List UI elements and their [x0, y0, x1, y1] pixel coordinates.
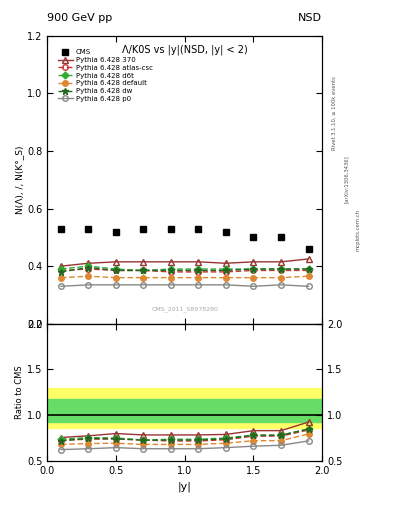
Bar: [47, 388, 322, 428]
Pythia 6.428 default: [169, 274, 173, 281]
Text: 900 GeV pp: 900 GeV pp: [47, 13, 112, 23]
Pythia 6.428 d6t: [169, 266, 173, 272]
Pythia 6.428 default: [86, 273, 91, 279]
Text: CMS_2011_S8978280: CMS_2011_S8978280: [151, 307, 218, 312]
Pythia 6.428 p0: [279, 282, 283, 288]
Text: NSD: NSD: [298, 13, 322, 23]
Pythia 6.428 atlas-csc: [86, 266, 91, 272]
Pythia 6.428 dw: [306, 266, 311, 272]
Pythia 6.428 370: [86, 260, 91, 266]
Pythia 6.428 d6t: [59, 266, 63, 272]
Pythia 6.428 d6t: [224, 266, 228, 272]
Line: Pythia 6.428 dw: Pythia 6.428 dw: [57, 264, 312, 275]
CMS: [59, 226, 63, 232]
Pythia 6.428 atlas-csc: [196, 269, 201, 275]
Line: Pythia 6.428 370: Pythia 6.428 370: [58, 256, 311, 269]
Pythia 6.428 d6t: [196, 266, 201, 272]
CMS: [86, 226, 91, 232]
Pythia 6.428 dw: [114, 267, 118, 273]
CMS: [251, 234, 256, 241]
CMS: [196, 226, 201, 232]
Pythia 6.428 default: [224, 274, 228, 281]
Pythia 6.428 p0: [114, 282, 118, 288]
Pythia 6.428 370: [196, 259, 201, 265]
CMS: [306, 246, 311, 252]
Text: mcplots.cern.ch: mcplots.cern.ch: [356, 209, 361, 251]
Pythia 6.428 atlas-csc: [251, 267, 256, 273]
Line: Pythia 6.428 d6t: Pythia 6.428 d6t: [59, 264, 311, 273]
Pythia 6.428 d6t: [86, 263, 91, 269]
Legend: CMS, Pythia 6.428 370, Pythia 6.428 atlas-csc, Pythia 6.428 d6t, Pythia 6.428 de: CMS, Pythia 6.428 370, Pythia 6.428 atla…: [56, 48, 154, 103]
Pythia 6.428 d6t: [279, 266, 283, 272]
Y-axis label: Ratio to CMS: Ratio to CMS: [15, 366, 24, 419]
CMS: [169, 226, 173, 232]
Pythia 6.428 atlas-csc: [224, 269, 228, 275]
Pythia 6.428 p0: [224, 282, 228, 288]
Pythia 6.428 default: [141, 274, 146, 281]
Bar: [47, 399, 322, 422]
X-axis label: |y|: |y|: [178, 481, 192, 492]
Pythia 6.428 d6t: [141, 267, 146, 273]
Pythia 6.428 dw: [251, 266, 256, 272]
Pythia 6.428 dw: [279, 266, 283, 272]
Pythia 6.428 default: [279, 274, 283, 281]
Pythia 6.428 p0: [306, 283, 311, 289]
Pythia 6.428 atlas-csc: [141, 267, 146, 273]
Pythia 6.428 p0: [86, 282, 91, 288]
Pythia 6.428 370: [169, 259, 173, 265]
Pythia 6.428 dw: [59, 269, 63, 275]
Y-axis label: N(Λ), /, N(K°_S): N(Λ), /, N(K°_S): [15, 145, 24, 214]
Pythia 6.428 d6t: [306, 266, 311, 272]
Pythia 6.428 default: [59, 274, 63, 281]
CMS: [114, 228, 118, 234]
Pythia 6.428 default: [114, 274, 118, 281]
Text: Λ/K0S vs |y|(NSD, |y| < 2): Λ/K0S vs |y|(NSD, |y| < 2): [122, 45, 248, 55]
Pythia 6.428 dw: [86, 265, 91, 271]
Pythia 6.428 370: [114, 259, 118, 265]
Line: Pythia 6.428 atlas-csc: Pythia 6.428 atlas-csc: [58, 266, 311, 274]
Pythia 6.428 dw: [196, 267, 201, 273]
Pythia 6.428 d6t: [114, 266, 118, 272]
Pythia 6.428 dw: [224, 267, 228, 273]
Line: Pythia 6.428 default: Pythia 6.428 default: [58, 273, 311, 281]
Pythia 6.428 atlas-csc: [169, 269, 173, 275]
Text: Rivet 3.1.10, ≥ 100k events: Rivet 3.1.10, ≥ 100k events: [332, 76, 337, 150]
Pythia 6.428 p0: [196, 282, 201, 288]
Pythia 6.428 p0: [169, 282, 173, 288]
Pythia 6.428 370: [251, 259, 256, 265]
Line: Pythia 6.428 p0: Pythia 6.428 p0: [58, 282, 311, 289]
Pythia 6.428 atlas-csc: [306, 267, 311, 273]
CMS: [224, 228, 228, 234]
Pythia 6.428 370: [59, 263, 63, 269]
CMS: [279, 234, 283, 241]
Pythia 6.428 370: [279, 259, 283, 265]
Pythia 6.428 p0: [59, 283, 63, 289]
Pythia 6.428 atlas-csc: [114, 267, 118, 273]
Pythia 6.428 atlas-csc: [59, 267, 63, 273]
Pythia 6.428 dw: [169, 267, 173, 273]
Pythia 6.428 370: [224, 260, 228, 266]
Pythia 6.428 default: [196, 274, 201, 281]
Text: [arXiv:1306.3436]: [arXiv:1306.3436]: [344, 155, 349, 203]
Pythia 6.428 d6t: [251, 266, 256, 272]
Pythia 6.428 370: [306, 256, 311, 262]
Pythia 6.428 default: [306, 273, 311, 279]
CMS: [141, 226, 146, 232]
Pythia 6.428 370: [141, 259, 146, 265]
Pythia 6.428 default: [251, 274, 256, 281]
Pythia 6.428 atlas-csc: [279, 267, 283, 273]
Pythia 6.428 p0: [251, 283, 256, 289]
Pythia 6.428 dw: [141, 267, 146, 273]
Line: CMS: CMS: [57, 225, 312, 252]
Pythia 6.428 p0: [141, 282, 146, 288]
